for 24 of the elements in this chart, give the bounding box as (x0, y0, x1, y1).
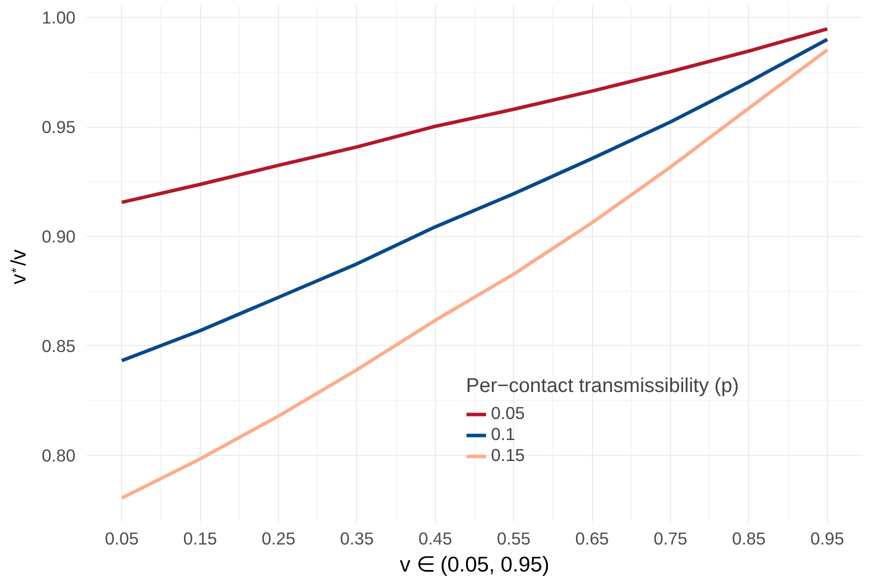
legend-label: 0.1 (491, 424, 516, 445)
x-tick-label: 0.95 (810, 528, 844, 548)
y-tick-label: 0.80 (42, 445, 76, 466)
x-tick-label: 0.75 (654, 528, 688, 548)
legend-label: 0.05 (491, 403, 525, 424)
y-tick-label: 0.85 (42, 336, 76, 356)
y-tick-label: 1.00 (42, 8, 76, 28)
y-tick-label: 0.95 (42, 117, 76, 137)
x-tick-label: 0.25 (262, 528, 296, 548)
y-axis-title: v*/v (8, 248, 30, 284)
x-axis-title: v ∈ (0.05, 0.95) (400, 552, 550, 576)
x-tick-label: 0.85 (732, 528, 766, 548)
x-tick-label: 0.15 (183, 528, 218, 548)
x-tick-label: 0.65 (575, 528, 609, 548)
legend-title: Per−contact transmissibility (p) (466, 375, 739, 398)
x-tick-label: 0.05 (104, 528, 139, 548)
line-series (120, 27, 829, 204)
line-series (120, 48, 829, 500)
x-tick-label: 0.35 (340, 528, 374, 548)
line-series (120, 38, 829, 362)
y-tick-label: 0.90 (42, 226, 76, 246)
legend-label: 0.15 (491, 445, 525, 466)
x-tick-label: 0.55 (496, 528, 531, 548)
x-tick-label: 0.45 (418, 528, 452, 548)
